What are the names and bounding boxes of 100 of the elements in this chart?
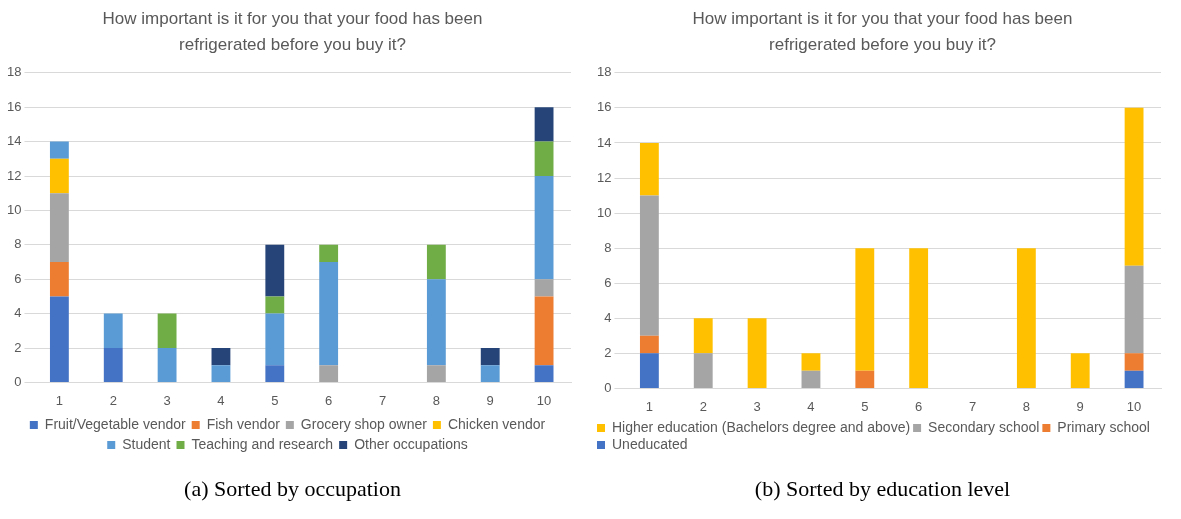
- y-tick-label: 6: [604, 274, 612, 290]
- bar: [103, 313, 123, 348]
- legend-label: Grocery shop owner: [300, 415, 428, 432]
- bar: [639, 335, 659, 354]
- bar: [534, 176, 554, 280]
- legend-label: Fish vendor: [206, 415, 281, 432]
- bar: [426, 244, 446, 280]
- bar: [801, 353, 821, 371]
- bar: [49, 193, 69, 262]
- bar: [639, 195, 659, 336]
- bar: [265, 313, 285, 366]
- legend-label: Other occupations: [354, 435, 468, 452]
- bar: [1124, 265, 1144, 354]
- bar: [639, 353, 659, 388]
- y-tick-label: 6: [14, 270, 22, 286]
- bar: [426, 365, 446, 382]
- bar: [265, 296, 285, 314]
- legend-label: Uneducated: [612, 435, 688, 452]
- bar: [693, 353, 713, 388]
- bar: [49, 262, 69, 297]
- bar: [534, 107, 554, 142]
- y-tick-label: 10: [6, 201, 22, 217]
- x-tick-label: 6: [325, 392, 333, 408]
- legend-label: Chicken vendor: [447, 415, 546, 432]
- y-tick-label: 16: [6, 98, 22, 114]
- text: (b) Sorted by education level: [753, 476, 1012, 502]
- bar: [1070, 353, 1090, 388]
- y-tick-label: 4: [604, 309, 612, 325]
- y-tick-label: 18: [596, 64, 612, 80]
- legend-label: Teaching and research: [191, 435, 334, 452]
- bar: [265, 244, 285, 297]
- x-tick-label: 6: [915, 398, 923, 414]
- bar: [103, 348, 123, 382]
- chart-title: How important is it for you that your food has been refrigerated before you buy it?: [101, 8, 484, 56]
- bar: [211, 365, 231, 382]
- y-tick-label: 0: [14, 373, 22, 389]
- bar: [1016, 248, 1036, 388]
- bar: [157, 348, 177, 382]
- bar: [855, 370, 875, 388]
- x-tick-label: 2: [109, 392, 117, 408]
- bar: [855, 248, 875, 371]
- bar: [319, 365, 339, 382]
- bar: [534, 296, 554, 366]
- legend-label: Secondary school: [928, 418, 1040, 435]
- bar: [265, 365, 285, 382]
- x-tick-label: 2: [699, 398, 707, 414]
- bar: [1124, 353, 1144, 371]
- y-tick-label: 8: [14, 236, 22, 252]
- x-tick-label: 5: [271, 392, 279, 408]
- y-tick-label: 2: [14, 339, 22, 355]
- y-tick-label: 2: [604, 344, 612, 360]
- bar: [319, 244, 339, 262]
- bar: [426, 279, 446, 366]
- y-tick-label: 14: [596, 134, 612, 150]
- x-tick-label: 7: [968, 398, 977, 414]
- x-tick-label: 3: [753, 398, 761, 414]
- y-tick-label: 12: [596, 169, 612, 185]
- y-tick-label: 16: [596, 99, 612, 115]
- bar: [1124, 370, 1144, 388]
- bar: [801, 370, 821, 388]
- legend-label: Primary school: [1057, 418, 1150, 435]
- bar: [480, 348, 500, 366]
- y-tick-label: 12: [6, 167, 22, 183]
- bar: [693, 318, 713, 354]
- x-tick-label: 10: [536, 392, 552, 408]
- bar: [1124, 107, 1144, 266]
- bar: [211, 348, 231, 366]
- x-tick-label: 9: [1076, 398, 1084, 414]
- x-tick-label: 8: [432, 392, 440, 408]
- text: (a) Sorted by occupation: [183, 476, 402, 502]
- x-tick-label: 4: [217, 392, 225, 408]
- x-tick-label: 4: [807, 398, 815, 414]
- bar: [747, 318, 767, 388]
- x-tick-label: 1: [645, 398, 653, 414]
- bar: [480, 365, 500, 382]
- legend-label: Higher education (Bachelors degree and above): [612, 418, 911, 435]
- y-tick-label: 8: [604, 239, 612, 255]
- bar: [49, 158, 69, 194]
- bar: [157, 313, 177, 348]
- x-tick-label: 3: [163, 392, 171, 408]
- y-tick-label: 4: [14, 305, 22, 321]
- bar: [534, 365, 554, 382]
- legend-label: Fruit/Vegetable vendor: [44, 415, 187, 432]
- x-tick-label: 8: [1022, 398, 1030, 414]
- y-tick-label: 18: [6, 64, 22, 80]
- bar: [319, 262, 339, 366]
- y-tick-label: 10: [596, 204, 612, 220]
- x-tick-label: 10: [1126, 398, 1142, 414]
- chart-title: How important is it for you that your food has been refrigerated before you buy it?: [691, 8, 1074, 56]
- y-tick-label: 14: [6, 133, 22, 149]
- bar: [49, 141, 69, 159]
- x-tick-label: 1: [55, 392, 63, 408]
- legend-label: Student: [122, 435, 171, 452]
- x-tick-label: 7: [378, 392, 387, 408]
- bar: [49, 296, 69, 382]
- y-tick-label: 0: [604, 379, 612, 395]
- bar: [909, 248, 929, 388]
- x-tick-label: 9: [486, 392, 494, 408]
- bar: [534, 141, 554, 176]
- x-tick-label: 5: [861, 398, 869, 414]
